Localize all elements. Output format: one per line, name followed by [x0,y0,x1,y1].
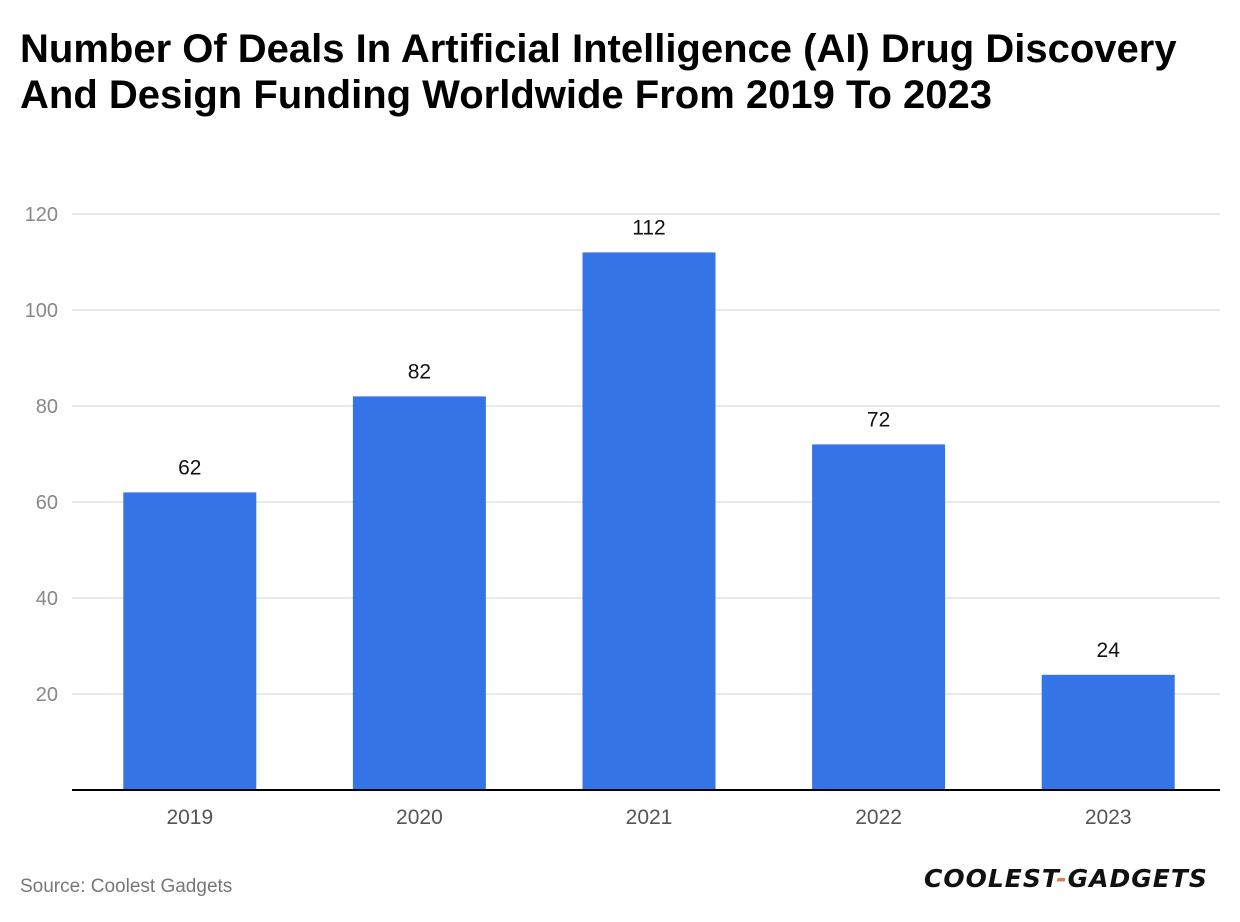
chart-title: Number Of Deals In Artificial Intelligen… [20,27,1177,117]
y-tick-label: 80 [36,396,58,418]
data-label: 112 [632,216,665,239]
bar-2022 [812,444,946,790]
source-note: Source: Coolest Gadgets [20,876,233,897]
x-tick-label: 2022 [855,806,902,829]
y-tick-label: 20 [36,684,58,706]
data-label: 72 [867,408,890,431]
logo-part-2: GADGETS [1067,864,1208,893]
bar-2020 [352,396,486,790]
bar-chart: 20 40 60 80 100 120 62 2019 82 2020 112 2021 72 2022 2… [25,204,1220,829]
bar-2023 [1041,674,1175,790]
y-tick-label: 60 [36,492,58,514]
bar-2019 [123,492,257,790]
x-tick-label: 2020 [396,806,443,829]
data-label: 24 [1097,639,1121,662]
x-tick-label: 2021 [626,806,673,829]
x-tick-label: 2019 [166,806,213,829]
logo-separator: - [1056,864,1068,893]
logo-part-1: COOLEST [924,864,1057,893]
data-label: 62 [178,456,201,479]
y-tick-label: 120 [25,204,58,226]
x-tick-label: 2023 [1085,806,1132,829]
coolest-gadgets-logo: COOLEST-GADGETS [924,864,1208,893]
bar-2021 [582,252,716,790]
y-tick-label: 40 [36,588,58,610]
y-tick-label: 100 [25,300,58,322]
data-label: 82 [408,360,431,383]
